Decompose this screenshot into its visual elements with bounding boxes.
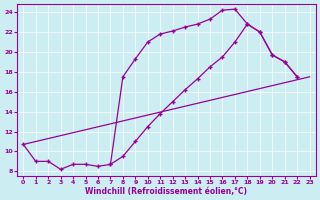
X-axis label: Windchill (Refroidissement éolien,°C): Windchill (Refroidissement éolien,°C) (85, 187, 247, 196)
